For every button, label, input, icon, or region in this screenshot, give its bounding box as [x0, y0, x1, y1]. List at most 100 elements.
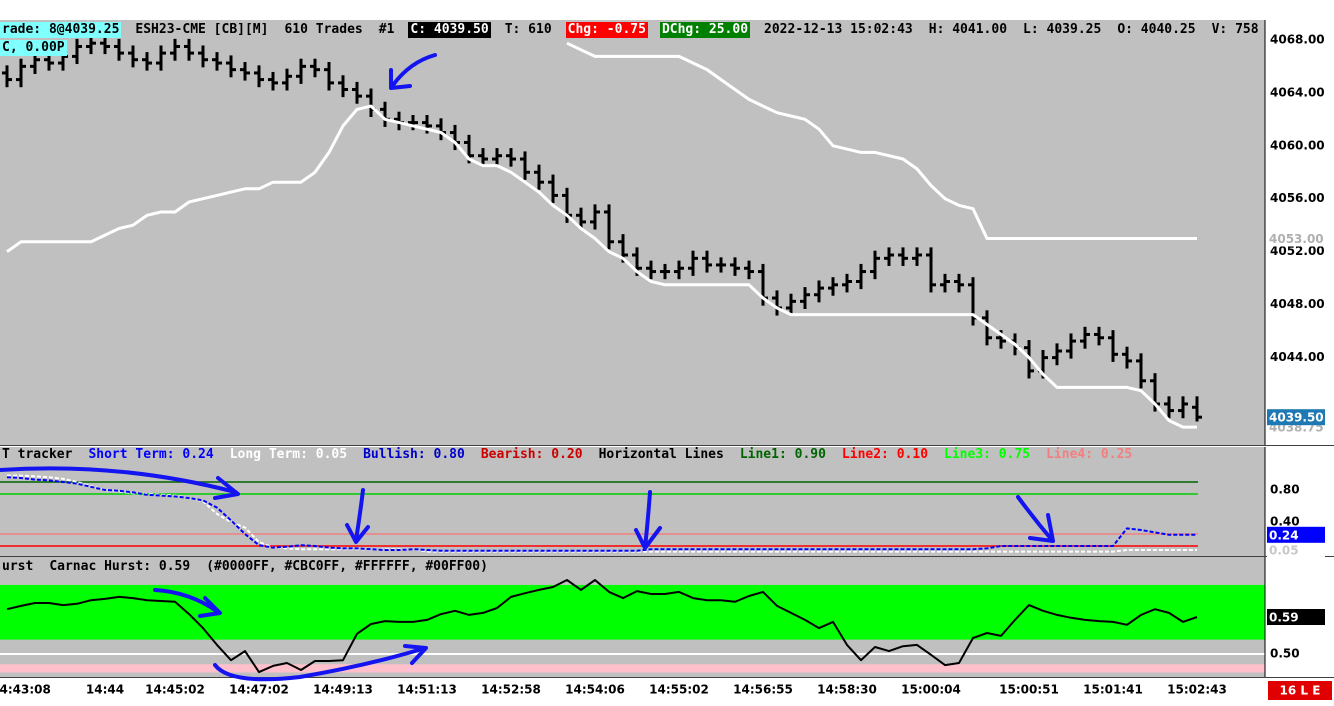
x-tick-label: 14:45:02 [145, 683, 205, 697]
ohlc-bar [506, 148, 516, 167]
x-tick-label: 14:44 [86, 683, 124, 697]
ohlc-bar [1122, 346, 1132, 369]
x-tick-label: 14:43:08 [0, 683, 51, 697]
panel-title-item: Short Term: 0.24 [88, 447, 214, 462]
ohlc-bar [870, 250, 880, 280]
header-item: #1 [378, 22, 395, 37]
y-tick-label: 0.80 [1270, 483, 1300, 497]
ohlc-bar [240, 62, 250, 81]
ohlc-bar [310, 58, 320, 78]
x-tick-label: 15:02:43 [1167, 683, 1227, 697]
ohlc-bar [590, 204, 600, 230]
header-item: DChg: 25.00 [659, 22, 751, 38]
ohlc-bar [548, 174, 558, 204]
ohlc-bar [1052, 343, 1062, 366]
y-tick-label: 0.50 [1270, 646, 1300, 660]
ohlc-bar [1094, 326, 1104, 346]
ohlc-bar [254, 65, 264, 88]
panel-title: urst Carnac Hurst: 0.59 (#0000FF, #CBC0FF,… [0, 559, 1265, 575]
ohlc-bar [1192, 396, 1202, 422]
panel-background [0, 20, 1265, 445]
ohlc-bar [674, 260, 684, 280]
y-tick-label: 4056.00 [1270, 191, 1325, 205]
ohlc-bar [226, 55, 236, 78]
ohlc-bar [114, 38, 124, 61]
ohlc-bar [716, 257, 726, 273]
x-tick-label: 14:49:13 [313, 683, 373, 697]
x-tick-label: 14:52:58 [481, 683, 541, 697]
ohlc-bar [282, 68, 292, 91]
hand-arrow [153, 588, 222, 618]
header-item: C, 0.00P [0, 40, 67, 56]
ohlc-bar [1164, 396, 1174, 419]
header-item: C: 4039.50 [408, 22, 491, 38]
hand-arrow [634, 490, 662, 550]
y-tick-label: 4064.00 [1270, 85, 1325, 99]
ohlc-bar [912, 247, 922, 266]
ohlc-bar [1178, 396, 1188, 419]
ohlc-bar [646, 260, 656, 280]
x-tick-label: 14:47:02 [229, 683, 289, 697]
price-marker [1267, 409, 1325, 426]
ohlc-bar [86, 35, 96, 55]
price-marker [1267, 609, 1325, 625]
ohlc-bar [926, 247, 936, 293]
header-item: Chg: -0.75 [565, 22, 648, 38]
price-marker-label: 0.24 [1269, 528, 1299, 542]
price-marker [1267, 526, 1325, 543]
header-item: rade: 8@4039.25 [0, 22, 122, 38]
ohlc-bar [786, 293, 796, 316]
ohlc-bar [660, 263, 670, 280]
series-line [6, 476, 1197, 552]
ohlc-bar [16, 58, 26, 88]
ohlc-bar [884, 247, 894, 266]
price-marker [1267, 542, 1325, 558]
ohlc-bar [212, 52, 222, 71]
plots: 4044.00 4048.00 4052.00 4056.00 4060.00 4064.… [0, 20, 1334, 697]
panel-title-item: urst [2, 559, 34, 574]
ohlc-bar [142, 52, 152, 71]
ohlc-bar [688, 250, 698, 276]
status-box [1268, 681, 1332, 700]
ohlc-bar [198, 45, 208, 68]
series-line [6, 104, 1197, 429]
ohlc-bar [604, 204, 614, 250]
ohlc-bar [72, 38, 82, 65]
x-tick-label: 14:54:06 [565, 683, 625, 697]
ohlc-bar [730, 257, 740, 276]
header-item: 610 Trades [284, 22, 363, 37]
ohlc-bar [702, 250, 712, 273]
panel-title-item: Bullish: 0.80 [363, 447, 465, 462]
band [0, 664, 1265, 673]
price-marker-label: 0.05 [1269, 544, 1299, 558]
ohlc-bar [2, 65, 12, 88]
panel-title-item: Line2: 0.10 [841, 447, 929, 462]
y-tick-label: 4044.00 [1270, 350, 1325, 364]
header-sub: C, 0.00P [0, 40, 67, 56]
x-tick-label: 14:56:55 [733, 683, 793, 697]
ohlc-bar [170, 38, 180, 61]
x-tick-label: 14:55:02 [649, 683, 709, 697]
panel-title-item: Long Term: 0.05 [229, 447, 348, 462]
header-item: L: 4039.25 [1023, 22, 1102, 37]
ohlc-bar [478, 148, 488, 167]
panel-background [0, 447, 1265, 556]
y-tick-label: 0.40 [1270, 515, 1300, 529]
ohlc-bar [954, 273, 964, 293]
ohlc-bar [744, 260, 754, 280]
ohlc-bar [156, 45, 166, 71]
ohlc-bar [842, 273, 852, 293]
panel-title-item: Bearish: 0.20 [480, 447, 583, 462]
ohlc-bar [576, 207, 586, 230]
hand-arrow [389, 53, 437, 90]
ohlc-bar [828, 277, 838, 296]
ohlc-bar [492, 148, 502, 167]
header-item: V: 758 [1211, 22, 1259, 37]
ohlc-bar [1136, 353, 1146, 389]
annotations [0, 53, 1055, 682]
status: 16 L E [1280, 684, 1321, 698]
panel-title-item: T tracker [2, 447, 73, 462]
panel-title-item: Line1: 0.90 [739, 447, 826, 462]
